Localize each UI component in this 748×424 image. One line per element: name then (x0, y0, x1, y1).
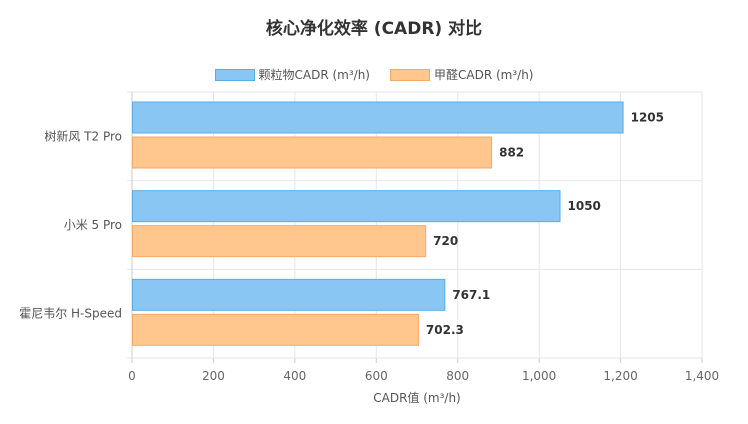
data-label: 702.3 (426, 323, 464, 337)
legend-label-formaldehyde: 甲醛CADR (m³/h) (434, 68, 534, 82)
x-tick-label: 200 (202, 369, 225, 383)
bar (132, 225, 427, 258)
legend-label-particle: 颗粒物CADR (m³/h) (258, 68, 371, 82)
legend-item-formaldehyde[interactable]: 甲醛CADR (m³/h) (390, 66, 534, 83)
x-tick-label: 1,000 (522, 369, 556, 383)
x-tick-label: 800 (446, 369, 469, 383)
bar (132, 190, 561, 223)
x-tick-label: 600 (365, 369, 388, 383)
chart-legend: 颗粒物CADR (m³/h) 甲醛CADR (m³/h) (0, 66, 748, 83)
x-axis-title: CADR值 (m³/h) (373, 390, 461, 405)
legend-item-particle[interactable]: 颗粒物CADR (m³/h) (214, 66, 371, 83)
x-tick-label: 400 (283, 369, 306, 383)
legend-swatch-formaldehyde (390, 68, 430, 81)
bar (132, 136, 493, 169)
legend-swatch-particle (214, 68, 255, 81)
bar (132, 313, 419, 346)
category-label: 霍尼韦尔 H-Speed (19, 306, 122, 321)
data-label: 1205 (631, 111, 664, 125)
data-label: 720 (433, 234, 458, 248)
data-label: 882 (499, 146, 524, 160)
x-tick-label: 1,400 (685, 369, 719, 383)
x-tick-label: 0 (128, 369, 136, 383)
data-label: 1050 (568, 199, 601, 213)
data-label: 767.1 (452, 288, 490, 302)
bar (132, 101, 624, 134)
bar (132, 278, 446, 311)
chart-title: 核心净化效率 (CADR) 对比 (265, 19, 483, 39)
x-tick-label: 1,200 (603, 369, 637, 383)
category-label: 小米 5 Pro (64, 218, 122, 232)
category-label: 树新风 T2 Pro (44, 128, 122, 143)
